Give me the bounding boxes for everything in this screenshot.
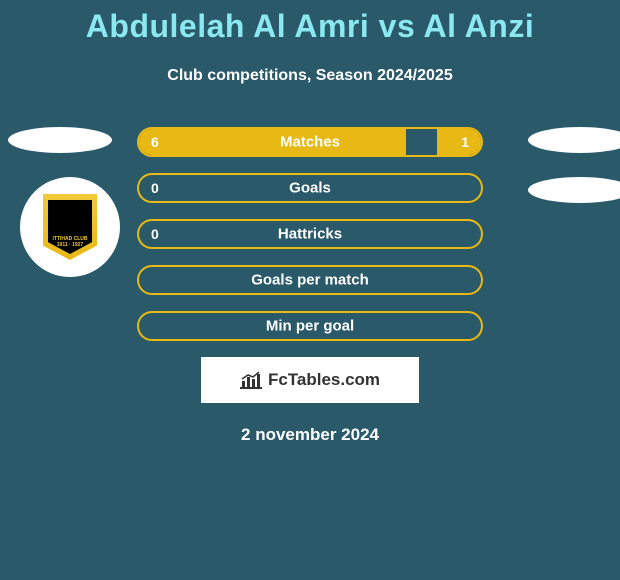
stat-fill-left (139, 129, 406, 155)
stat-label: Goals (289, 180, 331, 197)
player-right-placeholder-2 (528, 177, 620, 203)
club-badge: iTTIHAD CLUB 1911 · 1927 (43, 194, 97, 260)
attribution-logo: FcTables.com (201, 357, 419, 403)
subtitle: Club competitions, Season 2024/2025 (0, 67, 620, 85)
stat-label: Goals per match (251, 272, 369, 289)
stat-row: 6 1 Matches (137, 127, 483, 157)
chart-icon (240, 371, 262, 389)
stat-row: 0 Goals (137, 173, 483, 203)
player-right-placeholder-1 (528, 127, 620, 153)
badge-club-years: 1911 · 1927 (57, 243, 83, 249)
stat-row: Min per goal (137, 311, 483, 341)
stat-value-right: 1 (461, 134, 469, 150)
stat-label: Min per goal (266, 318, 354, 335)
stat-row: Goals per match (137, 265, 483, 295)
date-text: 2 november 2024 (0, 425, 620, 445)
player-left-placeholder (8, 127, 112, 153)
stat-value-left: 0 (151, 180, 159, 196)
page-title: Abdulelah Al Amri vs Al Anzi (0, 0, 620, 45)
stat-fill-right (437, 129, 481, 155)
stat-label: Matches (280, 134, 340, 151)
comparison-content: iTTIHAD CLUB 1911 · 1927 6 1 Matches 0 Goals… (0, 127, 620, 445)
stat-row: 0 Hattricks (137, 219, 483, 249)
stat-label: Hattricks (278, 226, 342, 243)
stat-value-left: 0 (151, 226, 159, 242)
stats-bars: 6 1 Matches 0 Goals 0 Hattricks Goals per match… (137, 127, 483, 341)
stat-value-left: 6 (151, 134, 159, 150)
attribution-text: FcTables.com (268, 370, 380, 390)
player-left-avatar: iTTIHAD CLUB 1911 · 1927 (20, 177, 120, 277)
